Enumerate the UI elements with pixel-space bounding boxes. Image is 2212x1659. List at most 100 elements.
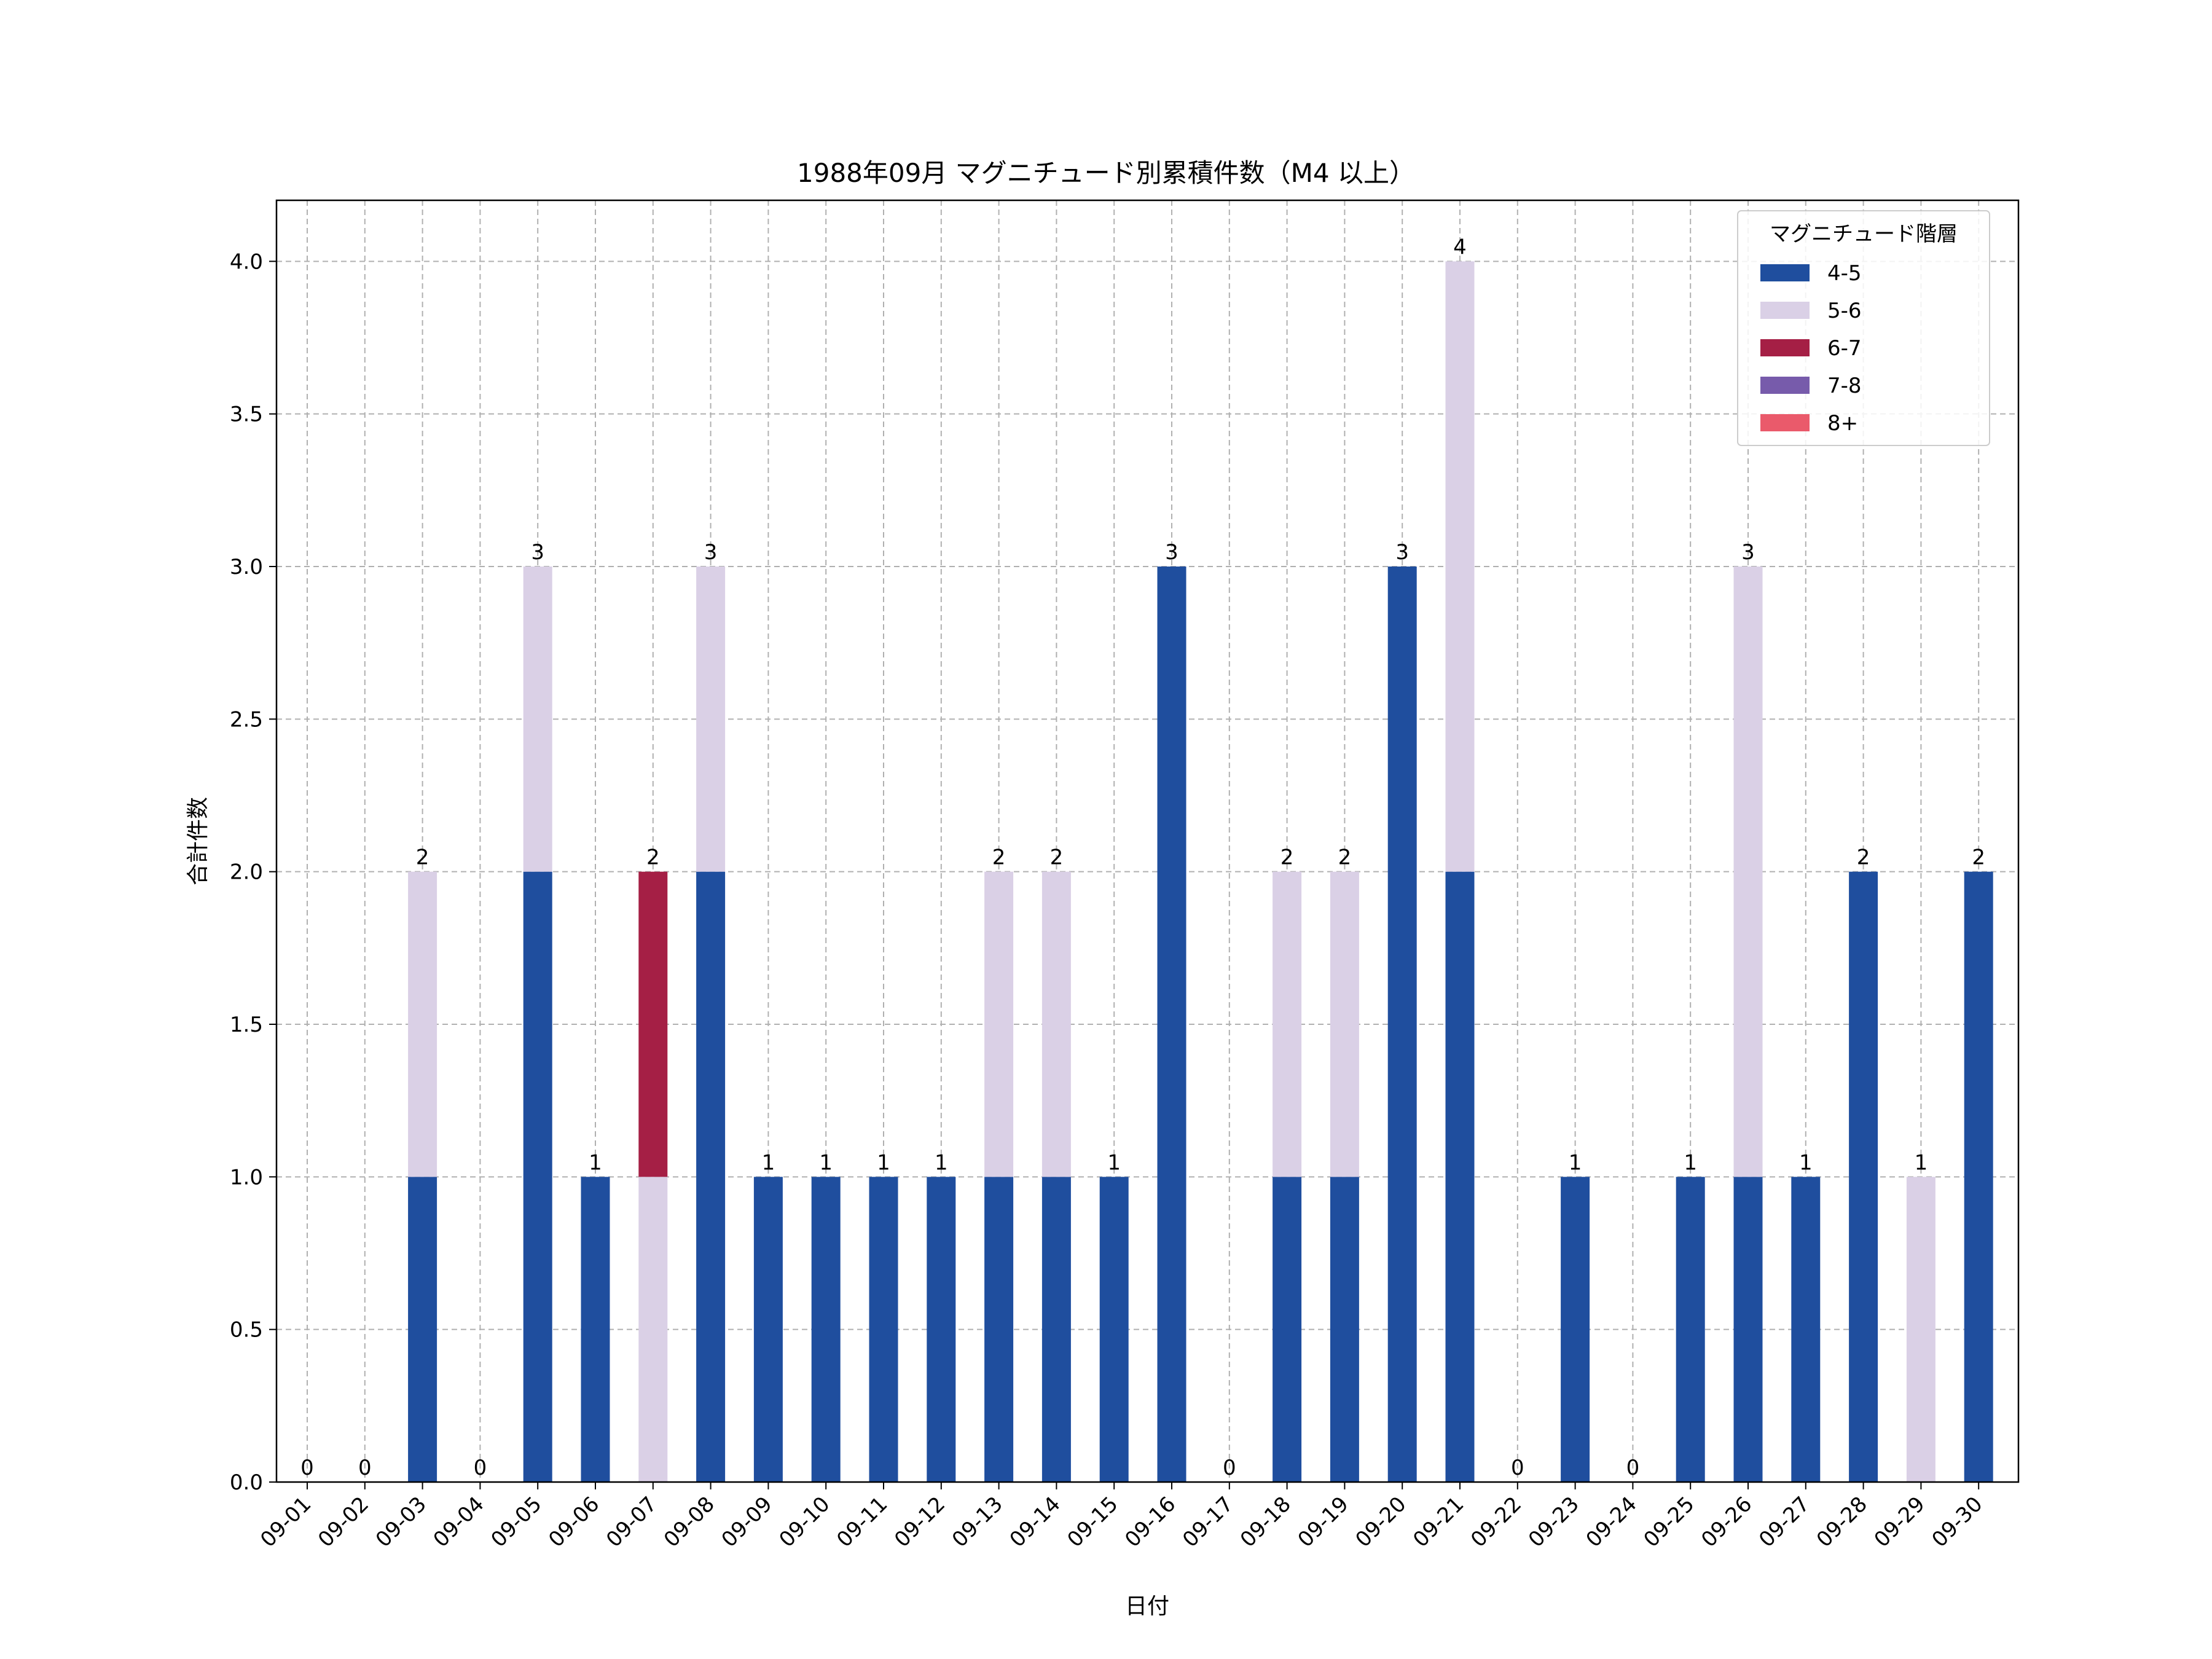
x-tick-label: 09-28	[1812, 1492, 1872, 1552]
bar-segment-4-5	[523, 871, 552, 1482]
bar-segment-5-6	[638, 1177, 668, 1482]
bar-segment-4-5	[1676, 1177, 1705, 1482]
plot-area-frame	[275, 199, 2020, 1483]
bar-total-label: 4	[1453, 235, 1467, 259]
y-axis-ticks: 0.0 0.5 1.0 1.5 2.0 2.5 3.0 3.5 4.0	[230, 249, 276, 1495]
bar-segment-4-5	[408, 1177, 437, 1482]
bar-total-label: 0	[474, 1456, 487, 1480]
x-tick-label: 09-12	[890, 1492, 950, 1552]
legend-swatch-8+	[1760, 414, 1810, 431]
x-tick-label: 09-16	[1120, 1492, 1180, 1552]
x-tick-label: 09-20	[1351, 1492, 1411, 1552]
bar-total-label: 1	[877, 1150, 890, 1175]
legend-label: 7-8	[1827, 374, 1862, 398]
bar-total-labels: 0 0 2 0 3 1 2 3 1 1 1 1 2 2 1 3 0 2 2 3 4 0 1 0 1 3 1 2 1 2	[300, 235, 1985, 1480]
x-axis-label: 日付	[1125, 1594, 1169, 1619]
x-tick-label: 09-13	[947, 1492, 1008, 1552]
bar-total-label: 2	[1857, 845, 1870, 870]
bar-total-label: 1	[935, 1150, 948, 1175]
x-tick-label: 09-25	[1639, 1492, 1699, 1552]
bar-segment-5-6	[1273, 871, 1302, 1177]
x-tick-label: 09-26	[1696, 1492, 1757, 1552]
y-tick-label: 2.0	[230, 860, 263, 885]
x-tick-label: 09-30	[1927, 1492, 1987, 1552]
bar-total-label: 1	[589, 1150, 602, 1175]
bar-total-label: 0	[1223, 1456, 1236, 1480]
bar-total-label: 0	[1511, 1456, 1524, 1480]
x-axis-ticks: 09-0109-0209-0309-0409-0509-0609-0709-08…	[256, 1482, 1988, 1552]
bar-total-label: 1	[1107, 1150, 1121, 1175]
bar-total-label: 1	[1684, 1150, 1697, 1175]
bar-segment-4-5	[1849, 871, 1878, 1482]
bar-total-label: 1	[1569, 1150, 1582, 1175]
bar-segment-4-5	[1273, 1177, 1302, 1482]
legend-label: 4-5	[1827, 261, 1862, 286]
legend-items: 4-5 5-6 6-7 7-8 8+	[1760, 261, 1862, 436]
bar-segment-4-5	[927, 1177, 956, 1482]
legend-swatch-6-7	[1760, 339, 1810, 356]
bar-total-label: 2	[1050, 845, 1064, 870]
bar-segment-4-5	[1964, 871, 1993, 1482]
y-tick-label: 1.5	[230, 1013, 263, 1037]
bar-total-label: 2	[992, 845, 1006, 870]
bar-segment-5-6	[1445, 261, 1475, 872]
bar-segment-4-5	[1099, 1177, 1129, 1482]
y-axis-label: 合計件数	[186, 797, 211, 885]
bar-segment-4-5	[1157, 567, 1186, 1482]
chart-title: 1988年09月 マグニチュード別累積件数（M4 以上）	[797, 158, 1415, 188]
x-tick-label: 09-06	[544, 1492, 604, 1552]
y-tick-label: 0.5	[230, 1318, 263, 1343]
bar-segment-4-5	[811, 1177, 841, 1482]
x-tick-label: 09-18	[1236, 1492, 1296, 1552]
x-tick-label: 09-08	[659, 1492, 720, 1552]
bar-segment-4-5	[581, 1177, 610, 1482]
bar-total-label: 1	[762, 1150, 775, 1175]
bar-total-label: 2	[1338, 845, 1352, 870]
bar-segment-4-5	[1330, 1177, 1359, 1482]
x-tick-label: 09-11	[832, 1492, 892, 1552]
bar-segment-4-5	[869, 1177, 898, 1482]
x-tick-label: 09-02	[313, 1492, 374, 1552]
y-tick-label: 0.0	[230, 1470, 263, 1495]
x-tick-label: 09-07	[602, 1492, 662, 1552]
y-tick-label: 3.0	[230, 555, 263, 579]
legend-swatch-4-5	[1760, 264, 1810, 281]
x-tick-label: 09-15	[1062, 1492, 1123, 1552]
bar-segment-4-5	[1387, 567, 1417, 1482]
bar-segment-5-6	[408, 871, 437, 1177]
bar-segment-4-5	[1791, 1177, 1821, 1482]
bar-segment-5-6	[1906, 1177, 1936, 1482]
y-tick-label: 4.0	[230, 249, 263, 274]
bar-segment-5-6	[696, 567, 726, 872]
x-tick-label: 09-14	[1005, 1492, 1065, 1552]
bar-total-label: 2	[416, 845, 429, 870]
bar-total-label: 3	[1165, 540, 1179, 565]
legend-swatch-7-8	[1760, 377, 1810, 394]
x-tick-label: 09-24	[1582, 1492, 1642, 1552]
bar-total-label: 3	[1395, 540, 1409, 565]
bar-segment-4-5	[1561, 1177, 1590, 1482]
x-tick-label: 09-01	[256, 1492, 316, 1552]
x-tick-label: 09-29	[1870, 1492, 1930, 1552]
bar-segment-4-5	[696, 871, 726, 1482]
bar-segment-4-5	[1041, 1177, 1071, 1482]
x-tick-label: 09-19	[1293, 1492, 1354, 1552]
x-tick-label: 09-21	[1408, 1492, 1469, 1552]
bar-total-label: 1	[1915, 1150, 1928, 1175]
legend-label: 5-6	[1827, 299, 1862, 323]
x-tick-label: 09-10	[774, 1492, 834, 1552]
x-tick-label: 09-05	[486, 1492, 546, 1552]
y-tick-label: 3.5	[230, 402, 263, 427]
bar-segment-4-5	[1445, 871, 1475, 1482]
bar-segment-5-6	[1041, 871, 1071, 1177]
bar-total-label: 3	[1741, 540, 1755, 565]
legend-title: マグニチュード階層	[1770, 222, 1958, 246]
bar-segment-6-7	[638, 871, 668, 1177]
bar-segment-5-6	[1330, 871, 1359, 1177]
bar-total-label: 2	[646, 845, 660, 870]
bar-segment-5-6	[523, 567, 552, 872]
legend: マグニチュード階層 4-5 5-6 6-7 7-8 8+	[1737, 210, 1990, 446]
legend-swatch-5-6	[1760, 302, 1810, 319]
y-tick-label: 1.0	[230, 1165, 263, 1190]
